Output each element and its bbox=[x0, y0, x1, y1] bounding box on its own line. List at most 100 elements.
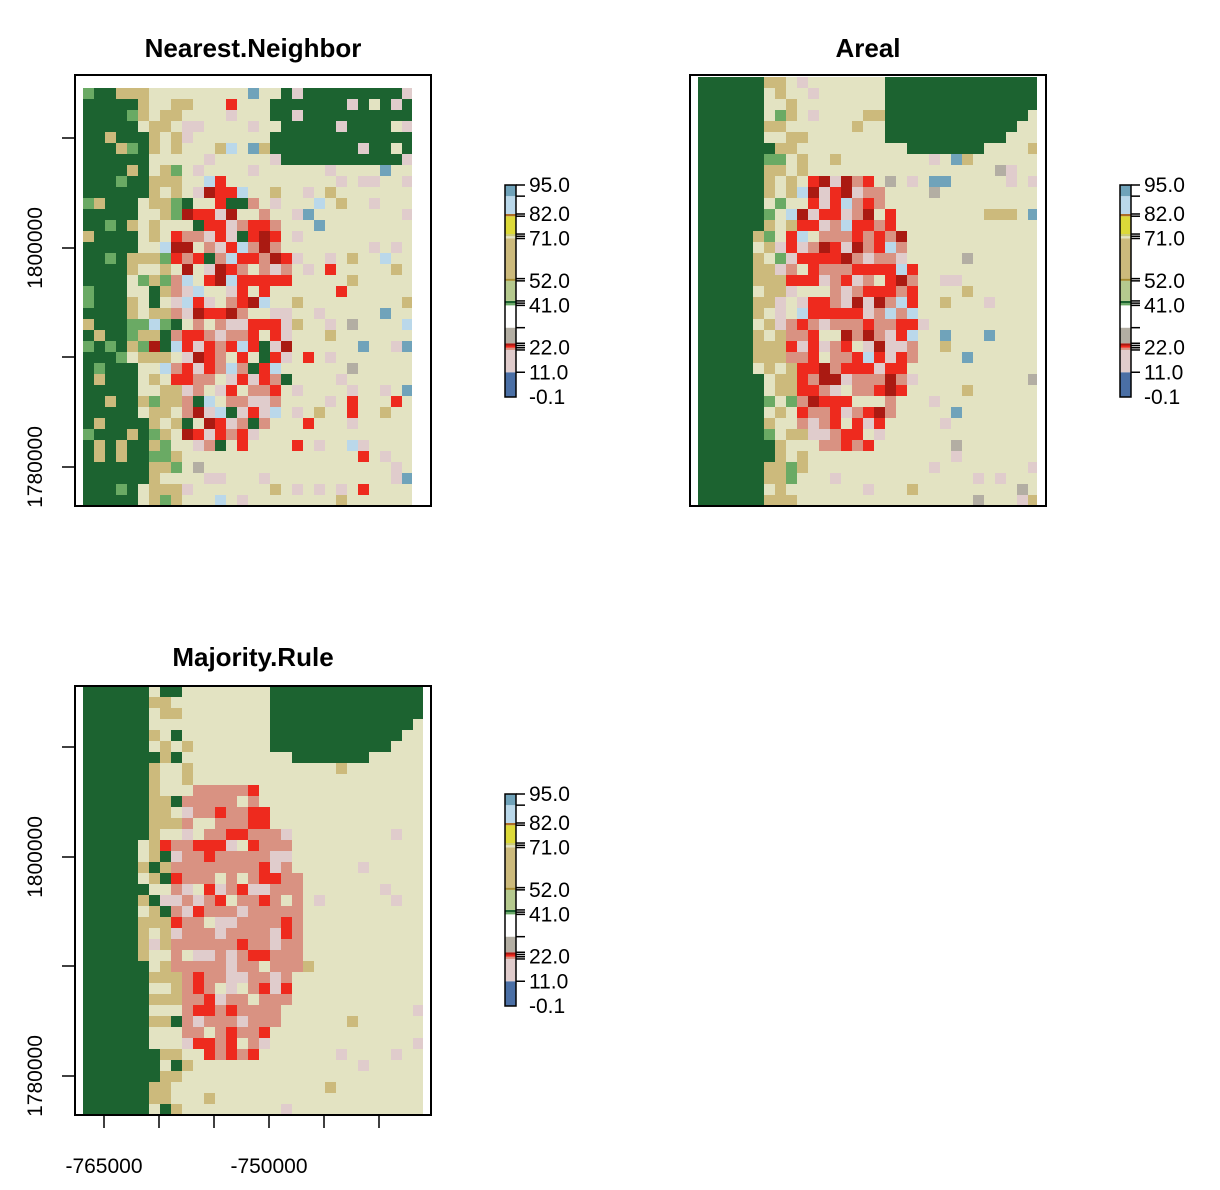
raster-cell bbox=[171, 752, 182, 763]
raster-cell bbox=[248, 840, 259, 851]
raster-cell bbox=[160, 330, 171, 341]
raster-cell bbox=[1028, 165, 1037, 176]
raster-cell bbox=[885, 264, 896, 275]
raster-cell bbox=[874, 429, 885, 440]
raster-cell bbox=[281, 1005, 292, 1016]
raster-cell bbox=[94, 785, 105, 796]
raster-cell bbox=[907, 198, 918, 209]
raster-cell bbox=[116, 1049, 127, 1060]
raster-cell bbox=[314, 308, 325, 319]
raster-cell bbox=[380, 884, 391, 895]
raster-cell bbox=[885, 374, 896, 385]
raster-cell bbox=[138, 330, 149, 341]
raster-cell bbox=[797, 363, 808, 374]
raster-cell bbox=[830, 209, 841, 220]
raster-cell bbox=[709, 132, 720, 143]
raster-cell bbox=[940, 187, 951, 198]
raster-cell bbox=[380, 132, 391, 143]
raster-cell bbox=[369, 862, 380, 873]
raster-cell bbox=[193, 154, 204, 165]
raster-cell bbox=[226, 99, 237, 110]
raster-cell bbox=[841, 451, 852, 462]
raster-cell bbox=[270, 407, 281, 418]
raster-cell bbox=[138, 928, 149, 939]
raster-cell bbox=[259, 374, 270, 385]
raster-cell bbox=[193, 440, 204, 451]
raster-cell bbox=[215, 884, 226, 895]
raster-cell bbox=[1006, 451, 1017, 462]
raster-cell bbox=[918, 385, 929, 396]
raster-cell bbox=[237, 1038, 248, 1049]
raster-cell bbox=[83, 275, 94, 286]
raster-cell bbox=[270, 297, 281, 308]
raster-cell bbox=[358, 198, 369, 209]
raster-cell bbox=[314, 708, 325, 719]
raster-cell bbox=[940, 99, 951, 110]
raster-cell bbox=[786, 319, 797, 330]
raster-cell bbox=[742, 308, 753, 319]
raster-cell bbox=[270, 341, 281, 352]
raster-cell bbox=[852, 429, 863, 440]
raster-cell bbox=[105, 275, 116, 286]
raster-cell bbox=[358, 462, 369, 473]
raster-cell bbox=[325, 741, 336, 752]
raster-cell bbox=[808, 308, 819, 319]
raster-cell bbox=[193, 187, 204, 198]
legend-swatch bbox=[505, 825, 516, 844]
raster-cell bbox=[929, 209, 940, 220]
raster-cell bbox=[358, 319, 369, 330]
raster-cell bbox=[369, 1038, 380, 1049]
raster-cell bbox=[303, 1049, 314, 1060]
raster-cell bbox=[786, 143, 797, 154]
raster-cell bbox=[204, 253, 215, 264]
raster-cell bbox=[896, 473, 907, 484]
raster-cell bbox=[797, 264, 808, 275]
raster-cell bbox=[226, 851, 237, 862]
raster-cell bbox=[951, 495, 962, 506]
raster-cell bbox=[127, 961, 138, 972]
raster-cell bbox=[204, 829, 215, 840]
raster-cell bbox=[742, 264, 753, 275]
raster-cell bbox=[237, 829, 248, 840]
raster-cell bbox=[204, 752, 215, 763]
raster-cell bbox=[709, 451, 720, 462]
raster-cell bbox=[105, 785, 116, 796]
raster-cell bbox=[226, 462, 237, 473]
raster-cell bbox=[182, 275, 193, 286]
raster-cell bbox=[270, 187, 281, 198]
raster-cell bbox=[753, 352, 764, 363]
raster-cell bbox=[292, 950, 303, 961]
raster-cell bbox=[962, 187, 973, 198]
raster-cell bbox=[874, 198, 885, 209]
raster-cell bbox=[182, 994, 193, 1005]
raster-cell bbox=[1017, 385, 1028, 396]
raster-cell bbox=[116, 385, 127, 396]
raster-cell bbox=[83, 484, 94, 495]
raster-cell bbox=[391, 385, 402, 396]
raster-cell bbox=[270, 374, 281, 385]
raster-cell bbox=[951, 308, 962, 319]
raster-cell bbox=[819, 209, 830, 220]
raster-cell bbox=[204, 308, 215, 319]
raster-cell bbox=[885, 253, 896, 264]
raster-cell bbox=[226, 1082, 237, 1093]
raster-cell bbox=[215, 818, 226, 829]
raster-cell bbox=[951, 440, 962, 451]
raster-cell bbox=[775, 462, 786, 473]
raster-cell bbox=[413, 906, 423, 917]
raster-cell bbox=[314, 873, 325, 884]
y-tick-label: 1780000 bbox=[24, 426, 47, 508]
raster-cell bbox=[962, 121, 973, 132]
raster-cell bbox=[171, 983, 182, 994]
raster-cell bbox=[204, 763, 215, 774]
raster-cell bbox=[237, 110, 248, 121]
raster-cell bbox=[380, 253, 391, 264]
raster-cell bbox=[83, 374, 94, 385]
raster-cell bbox=[83, 774, 94, 785]
raster-cell bbox=[226, 143, 237, 154]
raster-cell bbox=[116, 429, 127, 440]
raster-cell bbox=[281, 330, 292, 341]
raster-cell bbox=[83, 407, 94, 418]
raster-cell bbox=[160, 374, 171, 385]
raster-cell bbox=[204, 154, 215, 165]
